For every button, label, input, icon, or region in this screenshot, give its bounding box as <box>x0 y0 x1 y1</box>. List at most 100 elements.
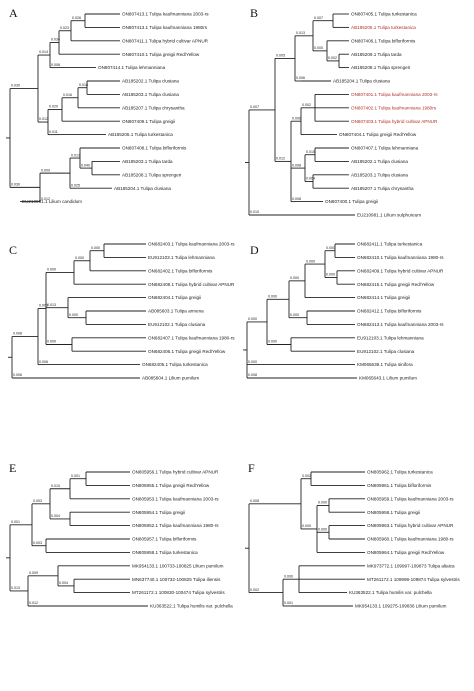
taxon-label: ON807414.1 Tulipa lehmanniana <box>98 65 166 70</box>
taxon-label: ON682410.1 Tulipa kaufmanniana 1980-rs <box>357 255 444 260</box>
branch-support-value: 0.004 <box>51 514 60 518</box>
branch-support-value: 0.000 <box>314 46 323 50</box>
taxon-label: AB185203.1 Tulipa clusiana <box>351 172 408 177</box>
taxon-label: AB185204.1 Tulipa clusiana <box>333 79 390 84</box>
branch-support-value: 0.007 <box>250 105 259 109</box>
taxon-label: ON805952.1 Tulipa kaufmanniana 1980-rs <box>132 523 219 528</box>
branch-support-value: 0.018 <box>79 83 88 87</box>
taxon-label: ON807402.1 Tulipa kaufmanniana 1980rs <box>351 105 437 110</box>
taxon-label: KM065643.1 Lilium pumilum <box>359 376 417 381</box>
branch-support-value: 0.008 <box>13 332 22 336</box>
taxon-label: ON807401.1 Tulipa kaufmanniana 2003-rs <box>351 92 438 97</box>
branch-support-value: 0.003 <box>33 499 42 503</box>
branch-support-value: 0.016 <box>63 93 72 97</box>
branch-support-value: 0.006 <box>39 360 48 364</box>
phylogenetic-tree-e: ON805956.1 Tulipa hybrid cultivar APNUR O… <box>6 470 233 609</box>
branch-support-value: 0.000 <box>248 360 257 364</box>
taxon-label: ON805953.1 Tulipa kaufmanniana 2003-rs <box>132 496 219 501</box>
taxon-label: ON805956.1 Tulipa hybrid cultivar APNUR <box>132 470 219 475</box>
branch-support-value: 0.000 <box>69 313 78 317</box>
branch-support-value: 0.006 <box>292 116 301 120</box>
tree-panel-d: D ON682411.1 Tulipa turkestanica ON682410… <box>237 230 474 455</box>
phylogenetic-tree-a: ON807413.1 Tulipa kaufmanniana 2003-rs ON… <box>6 12 209 204</box>
taxon-label: AB185205.1 Tulipa turkestanica <box>351 25 416 30</box>
tree-panel-f: F ON805962.1 Tulipa turkestanica ON805961… <box>237 458 474 691</box>
taxon-label: AB185202.1 Tulipa clusiana <box>351 159 408 164</box>
taxon-label: ON805964.1 Tulipa greigii Red/Yellow <box>367 550 445 555</box>
branch-support-value: 0.012 <box>276 157 285 161</box>
taxon-label: ON805958.1 Tulipa greigii <box>367 510 420 515</box>
branch-support-value: 0.006 <box>13 373 22 377</box>
taxon-label: MK954133.1 100733-100825 Lilium pumilum <box>132 563 224 568</box>
taxon-label: AB085604.1 Lilium pumilum <box>142 376 199 381</box>
branch-support-value: 0.001 <box>11 520 20 524</box>
taxon-label: ON805958.1 Tulipa turkestanica <box>132 550 198 555</box>
taxon-label: ON807405.1 Tulipa turkestanica <box>351 12 417 17</box>
taxon-label: ON807413.1 Tulipa kaufmanniana 2003-rs <box>122 12 209 17</box>
taxon-label: AB185204.1 Tulipa clusiana <box>114 186 171 191</box>
branch-support-value: 0.023 <box>60 26 69 30</box>
taxon-label: ON805959.1 Tulipa kaufmanniana 2003-rs <box>367 496 454 501</box>
taxon-label: ON682409.1 Tulipa hybrid cultivar APNUR <box>357 268 444 273</box>
branch-support-value: 0.000 <box>326 273 335 277</box>
taxon-label: AB185207.1 Tulipa chrysantha <box>351 186 414 191</box>
taxon-label: ON807404.1 Tulipa greigii Red/Yellow <box>339 132 417 137</box>
branch-support-value: 0.000 <box>284 574 293 578</box>
branch-support-value: 0.002 <box>328 56 337 60</box>
branch-support-value: 0.006 <box>296 76 305 80</box>
phylogenetic-tree-b: ON807405.1 Tulipa turkestanica AB185205.1… <box>245 12 438 218</box>
branch-support-value: 0.011 <box>49 130 58 134</box>
branch-support-value: 0.008 <box>51 63 60 67</box>
taxon-label: AB185207.1 Tulipa chrysantha <box>122 105 185 110</box>
taxon-label: KM065639.1 Tulipa sinifora <box>357 362 413 367</box>
taxon-label: EU912102.1 Tulipa clusiana <box>357 349 415 354</box>
branch-support-value: 0.002 <box>302 103 311 107</box>
branch-support-value: 0.020 <box>49 105 58 109</box>
branch-support-value: 0.003 <box>33 541 42 545</box>
branch-support-value: 0.014 <box>39 50 48 54</box>
tree-panel-e: E ON805956.1 Tulipa hybrid cultivar APNU… <box>0 458 237 691</box>
phylogenetic-tree-f: ON805962.1 Tulipa turkestanica ON805961.1… <box>245 470 460 609</box>
taxon-label: AB185205.1 Tulipa turkestanica <box>108 132 173 137</box>
branch-support-value: 0.002 <box>250 588 259 592</box>
branch-support-value: 0.030 <box>11 84 20 88</box>
panel-letter-d: D <box>250 243 259 257</box>
panel-letter-f: F <box>248 461 255 475</box>
taxon-label: AB185202.1 Tulipa clusiana <box>122 79 179 84</box>
branch-support-value: 0.013 <box>71 153 80 157</box>
branch-support-value: 0.000 <box>318 501 327 505</box>
taxon-label: AB185203.1 Tulipa tarda <box>122 159 173 164</box>
branch-support-value: 0.025 <box>71 183 80 187</box>
taxon-label: ON807409.1 Tulipa greigii <box>122 119 175 124</box>
branch-support-value: 0.010 <box>51 484 60 488</box>
taxon-label: ON807408.1 Tulipa bifloriformis <box>122 146 187 151</box>
taxon-label: ON682407.1 Tulipa kaufmanniana 1980-rs <box>148 335 235 340</box>
tree-panel-b: B ON807405.1 Tulipa turkestanica AB185205… <box>237 0 474 225</box>
taxon-label: ON807400.1 Tulipa greigii <box>325 199 378 204</box>
taxon-label: ON807403.1 Tulipa hybrid cultivar APNUR <box>351 119 438 124</box>
branch-support-value: 0.008 <box>248 373 257 377</box>
taxon-label: EU912103.1 Tulipa lehmanniana <box>357 335 424 340</box>
taxon-label: EU912102.1 Tulipa clusiana <box>148 322 206 327</box>
taxon-label: AB185208.1 Tulipa sprengeri <box>122 172 181 177</box>
panel-letter-b: B <box>250 6 259 20</box>
taxon-label: ON805962.1 Tulipa turkestanica <box>367 470 433 475</box>
taxon-label: AB085603.1 Tulipa armena <box>148 309 204 314</box>
taxon-label: ON807410.1 Tulipa greigii Red/Yellow <box>122 52 200 57</box>
taxon-label: MT261172.1 100830-100474 Tulipa sylvestr… <box>132 590 225 595</box>
branch-support-value: 0.000 <box>268 294 277 298</box>
branch-support-value: 0.000 <box>318 528 327 532</box>
branch-support-value: 0.000 <box>47 340 56 344</box>
panel-letter-c: C <box>9 243 18 257</box>
taxon-label: EU210981.1 Lilium candidum <box>22 199 82 204</box>
branch-support-value: 0.010 <box>250 210 259 214</box>
taxon-label: ON805955.1 Tulipa greigii Red/Yellow <box>132 483 210 488</box>
branch-support-value: 0.008 <box>250 499 259 503</box>
branch-support-value: 0.000 <box>39 304 48 308</box>
taxon-label: MN637740.1 100732-100825 Tulipa iliensis <box>132 577 221 582</box>
branch-support-value: 0.005 <box>276 54 285 58</box>
taxon-label: ON682406.1 Tulipa greigii Red/Yellow <box>148 349 226 354</box>
taxon-label: AB185208.1 Tulipa sprengeri <box>351 65 410 70</box>
panel-letter-a: A <box>9 6 18 20</box>
branch-support-value: 0.000 <box>268 340 277 344</box>
